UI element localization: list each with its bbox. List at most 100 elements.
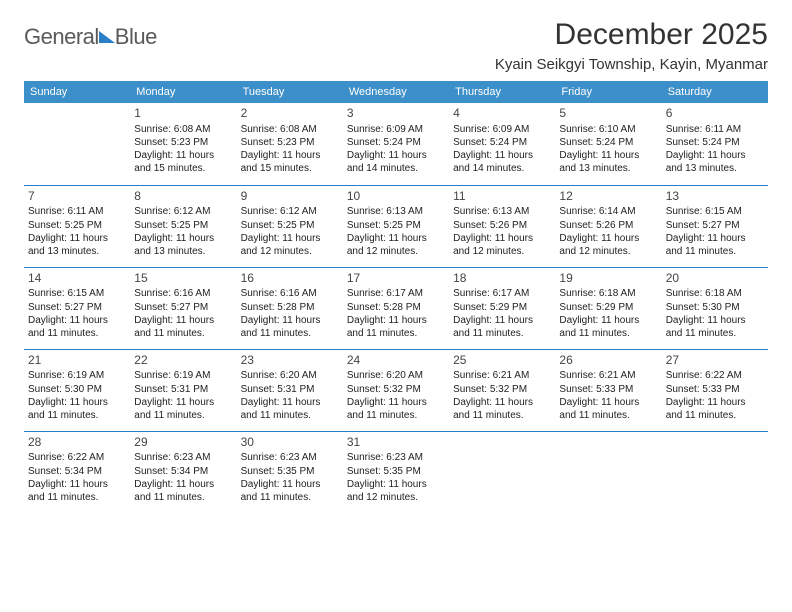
day-number: 7: [28, 189, 126, 205]
daylight-line: Daylight: 11 hours and 11 minutes.: [666, 314, 764, 340]
sunrise-line: Sunrise: 6:21 AM: [559, 369, 657, 382]
day-number: 5: [559, 106, 657, 122]
logo: General Blue: [24, 24, 157, 50]
day-number: 31: [347, 435, 445, 451]
sunrise-line: Sunrise: 6:12 AM: [134, 205, 232, 218]
day-number: 9: [241, 189, 339, 205]
calendar-week: 1Sunrise: 6:08 AMSunset: 5:23 PMDaylight…: [24, 103, 768, 185]
sunset-line: Sunset: 5:30 PM: [28, 383, 126, 396]
daylight-line: Daylight: 11 hours and 11 minutes.: [134, 396, 232, 422]
daylight-line: Daylight: 11 hours and 11 minutes.: [28, 396, 126, 422]
day-number: 27: [666, 353, 764, 369]
calendar-week: 21Sunrise: 6:19 AMSunset: 5:30 PMDayligh…: [24, 349, 768, 431]
day-number: 6: [666, 106, 764, 122]
calendar-day: 31Sunrise: 6:23 AMSunset: 5:35 PMDayligh…: [343, 431, 449, 512]
day-number: 25: [453, 353, 551, 369]
title-block: December 2025 Kyain Seikgyi Township, Ka…: [495, 18, 768, 73]
calendar-day: 23Sunrise: 6:20 AMSunset: 5:31 PMDayligh…: [237, 349, 343, 431]
daylight-line: Daylight: 11 hours and 12 minutes.: [559, 232, 657, 258]
daylight-line: Daylight: 11 hours and 13 minutes.: [559, 149, 657, 175]
daylight-line: Daylight: 11 hours and 11 minutes.: [666, 396, 764, 422]
sunset-line: Sunset: 5:33 PM: [559, 383, 657, 396]
calendar-day: 3Sunrise: 6:09 AMSunset: 5:24 PMDaylight…: [343, 103, 449, 185]
sunset-line: Sunset: 5:25 PM: [241, 219, 339, 232]
daylight-line: Daylight: 11 hours and 11 minutes.: [347, 314, 445, 340]
daylight-line: Daylight: 11 hours and 12 minutes.: [241, 232, 339, 258]
day-number: 10: [347, 189, 445, 205]
calendar-table: SundayMondayTuesdayWednesdayThursdayFrid…: [24, 81, 768, 512]
sunset-line: Sunset: 5:23 PM: [241, 136, 339, 149]
sunset-line: Sunset: 5:30 PM: [666, 301, 764, 314]
sunrise-line: Sunrise: 6:22 AM: [28, 451, 126, 464]
weekday-header: Saturday: [662, 81, 768, 103]
daylight-line: Daylight: 11 hours and 11 minutes.: [453, 396, 551, 422]
sunrise-line: Sunrise: 6:21 AM: [453, 369, 551, 382]
daylight-line: Daylight: 11 hours and 11 minutes.: [134, 314, 232, 340]
calendar-day: 21Sunrise: 6:19 AMSunset: 5:30 PMDayligh…: [24, 349, 130, 431]
sunrise-line: Sunrise: 6:17 AM: [347, 287, 445, 300]
sunrise-line: Sunrise: 6:18 AM: [559, 287, 657, 300]
calendar-week: 14Sunrise: 6:15 AMSunset: 5:27 PM Dayligh…: [24, 267, 768, 349]
day-number: 20: [666, 271, 764, 287]
daylight-line: Daylight: 11 hours and 11 minutes.: [666, 232, 764, 258]
calendar-day: 28Sunrise: 6:22 AMSunset: 5:34 PMDayligh…: [24, 431, 130, 512]
sunrise-line: Sunrise: 6:19 AM: [28, 369, 126, 382]
sunset-line: Sunset: 5:29 PM: [453, 301, 551, 314]
calendar-day: 11Sunrise: 6:13 AMSunset: 5:26 PMDayligh…: [449, 185, 555, 267]
day-number: 1: [134, 106, 232, 122]
day-number: 14: [28, 271, 126, 287]
sunrise-line: Sunrise: 6:17 AM: [453, 287, 551, 300]
sunset-line: Sunset: 5:34 PM: [28, 465, 126, 478]
daylight-line: Daylight: 11 hours and 11 minutes.: [134, 478, 232, 504]
sunrise-line: Sunrise: 6:22 AM: [666, 369, 764, 382]
sunrise-line: Sunrise: 6:19 AM: [134, 369, 232, 382]
day-number: 3: [347, 106, 445, 122]
calendar-day: [555, 431, 661, 512]
sunrise-line: Sunrise: 6:20 AM: [347, 369, 445, 382]
logo-triangle-icon: [99, 31, 115, 43]
sunset-line: Sunset: 5:27 PM: [28, 301, 126, 314]
sunset-line: Sunset: 5:25 PM: [28, 219, 126, 232]
day-number: 12: [559, 189, 657, 205]
header: General Blue December 2025 Kyain Seikgyi…: [24, 18, 768, 73]
sunrise-line: Sunrise: 6:08 AM: [134, 123, 232, 136]
day-number: 24: [347, 353, 445, 369]
daylight-line: Daylight: 11 hours and 12 minutes.: [453, 232, 551, 258]
sunrise-line: Sunrise: 6:11 AM: [28, 205, 126, 218]
calendar-day: 5Sunrise: 6:10 AMSunset: 5:24 PMDaylight…: [555, 103, 661, 185]
daylight-line: Daylight: 11 hours and 11 minutes.: [241, 478, 339, 504]
calendar-day: [24, 103, 130, 185]
day-number: 28: [28, 435, 126, 451]
sunrise-line: Sunrise: 6:08 AM: [241, 123, 339, 136]
day-number: 18: [453, 271, 551, 287]
daylight-line: Daylight: 11 hours and 13 minutes.: [28, 232, 126, 258]
day-number: 19: [559, 271, 657, 287]
calendar-body: 1Sunrise: 6:08 AMSunset: 5:23 PMDaylight…: [24, 103, 768, 512]
day-number: 21: [28, 353, 126, 369]
weekday-header: Sunday: [24, 81, 130, 103]
sunrise-line: Sunrise: 6:15 AM: [666, 205, 764, 218]
calendar-day: 1Sunrise: 6:08 AMSunset: 5:23 PMDaylight…: [130, 103, 236, 185]
sunrise-line: Sunrise: 6:16 AM: [134, 287, 232, 300]
calendar-day: 10Sunrise: 6:13 AMSunset: 5:25 PMDayligh…: [343, 185, 449, 267]
daylight-line: Daylight: 11 hours and 13 minutes.: [666, 149, 764, 175]
calendar-day: [662, 431, 768, 512]
day-number: 26: [559, 353, 657, 369]
day-number: 17: [347, 271, 445, 287]
weekday-header: Wednesday: [343, 81, 449, 103]
month-title: December 2025: [495, 18, 768, 52]
sunrise-line: Sunrise: 6:23 AM: [134, 451, 232, 464]
logo-text-left: General: [24, 24, 99, 50]
daylight-line: Daylight: 11 hours and 11 minutes.: [241, 396, 339, 422]
sunrise-line: Sunrise: 6:15 AM: [28, 287, 126, 300]
calendar-day: 30Sunrise: 6:23 AMSunset: 5:35 PMDayligh…: [237, 431, 343, 512]
daylight-line: Daylight: 11 hours and 11 minutes.: [453, 314, 551, 340]
sunset-line: Sunset: 5:32 PM: [453, 383, 551, 396]
daylight-line: Daylight: 11 hours and 15 minutes.: [241, 149, 339, 175]
sunset-line: Sunset: 5:26 PM: [453, 219, 551, 232]
calendar-day: 12Sunrise: 6:14 AMSunset: 5:26 PMDayligh…: [555, 185, 661, 267]
sunrise-line: Sunrise: 6:14 AM: [559, 205, 657, 218]
sunset-line: Sunset: 5:27 PM: [666, 219, 764, 232]
weekday-header: Thursday: [449, 81, 555, 103]
daylight-line: Daylight: 11 hours and 11 minutes.: [28, 478, 126, 504]
